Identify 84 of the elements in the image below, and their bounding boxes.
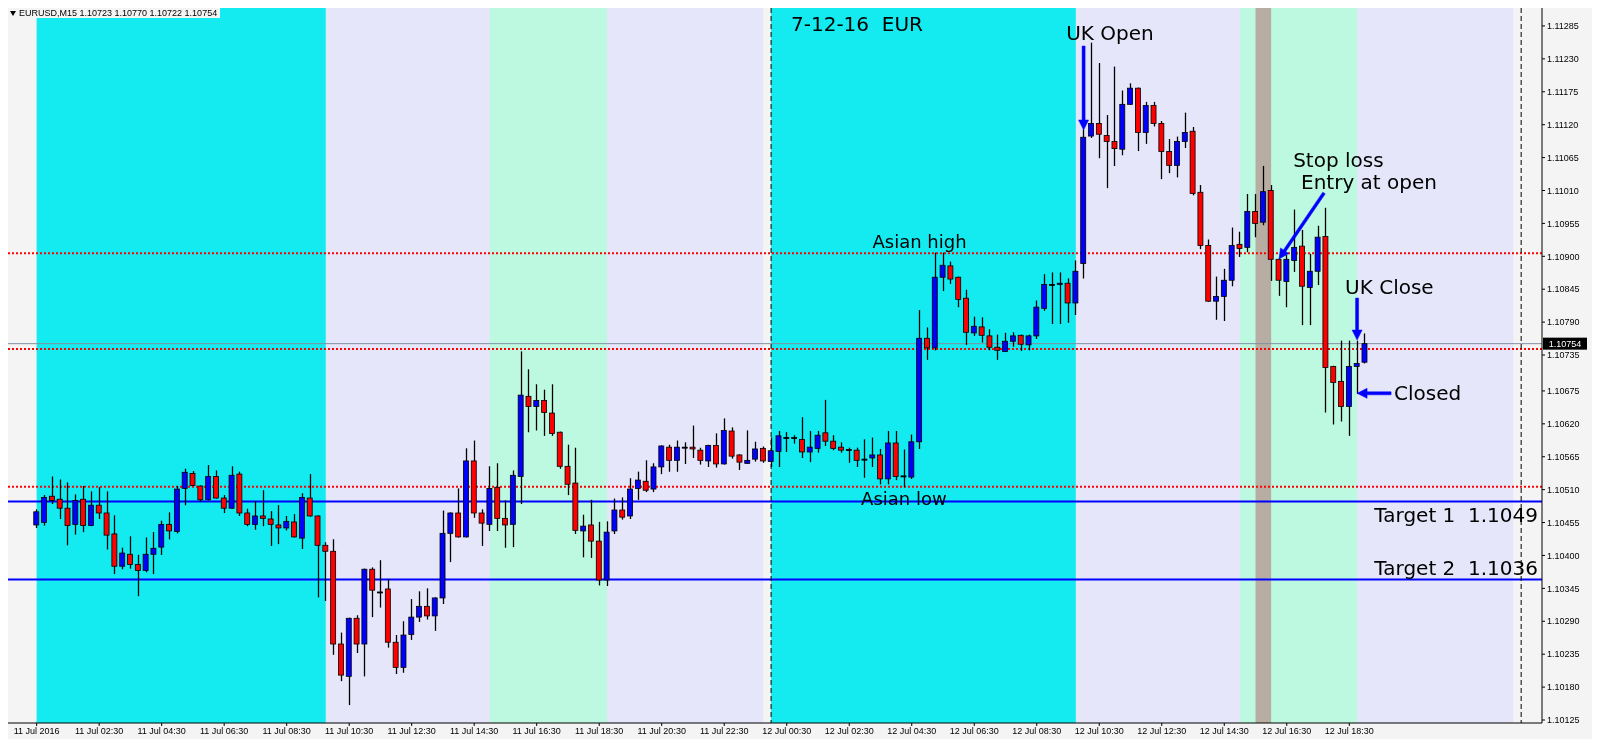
y-tick-label: 1.10400 — [1547, 550, 1580, 561]
x-tick-label: 12 Jul 06:30 — [949, 726, 999, 737]
y-tick-label: 1.10180 — [1547, 682, 1580, 693]
candlestick — [1252, 194, 1259, 238]
candlestick — [1220, 268, 1227, 321]
annotation: Stop loss — [1293, 147, 1384, 172]
x-tick-label: 12 Jul 08:30 — [1012, 726, 1062, 737]
y-tick-label: 1.10290 — [1547, 616, 1580, 627]
y-tick-label: 1.11230 — [1547, 54, 1579, 65]
candlestick — [416, 591, 422, 622]
x-tick-label: 11 Jul 14:30 — [450, 726, 499, 737]
candlestick — [666, 444, 673, 472]
y-tick-label: 1.10735 — [1547, 350, 1580, 361]
y-tick-label: 1.10900 — [1547, 251, 1580, 262]
annotation: Asian high — [872, 231, 967, 253]
candlestick — [549, 384, 555, 436]
candlestick — [752, 441, 758, 462]
x-tick-label: 12 Jul 02:30 — [824, 726, 874, 737]
candlestick — [1361, 333, 1368, 364]
candlestick — [799, 417, 805, 458]
ref-line-label: Target 2 1.1036 — [1373, 556, 1538, 581]
y-tick-label: 1.10845 — [1547, 284, 1580, 295]
candlestick — [502, 500, 508, 548]
y-tick-label: 1.10790 — [1547, 317, 1580, 328]
x-tick-label: 12 Jul 16:30 — [1262, 726, 1312, 737]
y-tick-label: 1.10235 — [1547, 649, 1580, 660]
x-tick-label: 12 Jul 18:30 — [1324, 726, 1374, 737]
candlestick — [1174, 136, 1180, 178]
annotation: Entry at open — [1301, 170, 1437, 194]
candlestick — [1353, 340, 1360, 394]
x-tick-label: 12 Jul 14:30 — [1199, 726, 1249, 737]
y-tick-label: 1.11285 — [1547, 21, 1579, 32]
y-tick-label: 1.11120 — [1547, 119, 1579, 130]
candlestick — [1213, 276, 1219, 320]
candlestick — [1166, 138, 1173, 174]
candlestick — [1095, 62, 1102, 159]
candlestick — [541, 389, 547, 436]
x-tick-label: 11 Jul 04:30 — [137, 726, 186, 737]
x-tick-label: 11 Jul 22:30 — [700, 726, 749, 737]
y-tick-label: 1.10955 — [1547, 218, 1580, 229]
candlestick — [1088, 42, 1094, 138]
y-tick-label: 1.10620 — [1547, 419, 1580, 430]
ref-line-label: 1.10754 — [1548, 339, 1582, 350]
chart-title: 7-12-16 EUR — [791, 12, 923, 36]
candlestick — [127, 536, 133, 569]
x-tick-label: 11 Jul 02:30 — [74, 726, 124, 737]
candlestick — [158, 520, 165, 555]
x-tick-label: 12 Jul 00:30 — [762, 726, 812, 737]
y-tick-label: 1.10565 — [1547, 451, 1580, 462]
ref-line-label: Target 1 1.1049 — [1373, 502, 1538, 527]
x-tick-label: 11 Jul 20:30 — [637, 726, 686, 737]
candlestick — [291, 514, 297, 538]
x-tick-label: 12 Jul 04:30 — [887, 726, 937, 737]
y-tick-label: 1.11175 — [1547, 86, 1579, 97]
y-tick-label: 1.11010 — [1547, 185, 1579, 196]
candlestick — [877, 448, 883, 485]
candlestick — [424, 588, 430, 620]
y-tick-label: 1.10675 — [1547, 386, 1580, 397]
y-tick-label: 1.10125 — [1547, 715, 1580, 726]
y-tick-label: 1.10455 — [1547, 517, 1580, 528]
candlestick — [674, 440, 680, 472]
x-tick-label: 12 Jul 10:30 — [1074, 726, 1124, 737]
x-tick-label: 11 Jul 06:30 — [199, 726, 249, 737]
y-tick-label: 1.11065 — [1547, 152, 1579, 163]
candlestick — [166, 512, 172, 540]
annotation: UK Close — [1345, 275, 1434, 300]
candlestick — [588, 499, 594, 558]
x-tick-label: 11 Jul 12:30 — [387, 726, 436, 737]
x-tick-label: 11 Jul 2016 — [13, 726, 60, 737]
candlestick — [713, 433, 719, 468]
candlestick — [1127, 83, 1133, 105]
y-tick-label: 1.10345 — [1547, 583, 1580, 594]
x-tick-label: 11 Jul 18:30 — [575, 726, 624, 737]
x-tick-label: 11 Jul 16:30 — [512, 726, 561, 737]
annotation: Closed — [1394, 381, 1462, 406]
x-tick-label: 11 Jul 10:30 — [324, 726, 374, 737]
candlestick — [1041, 274, 1048, 311]
x-tick-label: 11 Jul 08:30 — [262, 726, 311, 737]
candlestick — [455, 488, 462, 538]
candlestick — [1049, 272, 1055, 324]
y-tick-label: 1.10510 — [1547, 484, 1580, 495]
chart-subtitle: EURUSD,M15 1.10723 1.10770 1.10722 1.10754 — [19, 8, 218, 18]
x-tick-label: 12 Jul 12:30 — [1137, 726, 1187, 737]
candlestick — [377, 560, 383, 608]
